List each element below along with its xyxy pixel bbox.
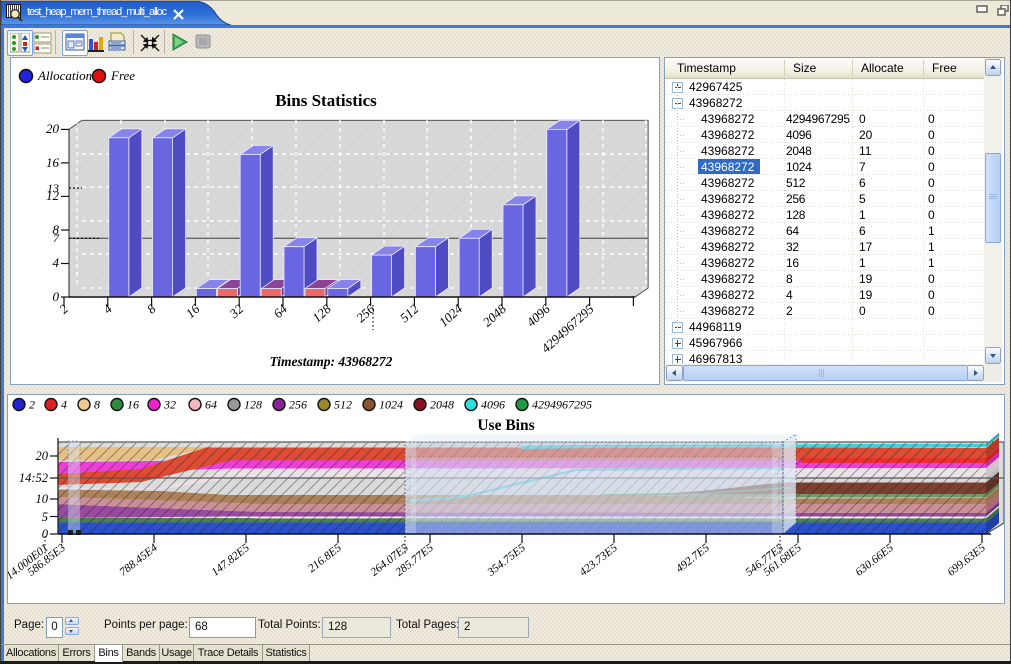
- svg-text:423.73E5: 423.73E5: [577, 542, 620, 579]
- svg-text:2048: 2048: [480, 301, 510, 330]
- svg-text:354.75E5: 354.75E5: [485, 542, 528, 580]
- svg-text:0: 0: [53, 289, 60, 304]
- svg-text:Free: Free: [110, 68, 135, 83]
- svg-text:14:52: 14:52: [19, 471, 48, 485]
- svg-text:Bins Statistics: Bins Statistics: [275, 91, 377, 110]
- svg-text:32: 32: [226, 301, 247, 322]
- svg-text:2048: 2048: [430, 398, 454, 412]
- svg-text:64: 64: [270, 301, 290, 321]
- svg-text:256: 256: [289, 398, 307, 412]
- svg-text:4096: 4096: [523, 301, 553, 330]
- svg-text:12: 12: [46, 188, 60, 203]
- svg-text:128: 128: [244, 398, 262, 412]
- svg-text:64: 64: [205, 398, 217, 412]
- svg-text:699.63E5: 699.63E5: [945, 542, 988, 579]
- svg-text:788.45E4: 788.45E4: [117, 542, 160, 579]
- svg-text:630.66E5: 630.66E5: [853, 542, 896, 579]
- svg-text:492.7E5: 492.7E5: [674, 542, 712, 575]
- svg-text:7: 7: [53, 231, 60, 245]
- svg-text:1024: 1024: [436, 301, 466, 330]
- svg-text:4294967295: 4294967295: [532, 398, 592, 412]
- svg-text:Use Bins: Use Bins: [477, 417, 534, 434]
- svg-text:512: 512: [334, 398, 352, 412]
- svg-text:128: 128: [309, 301, 334, 326]
- svg-text:Timestamp: 43968272: Timestamp: 43968272: [270, 354, 393, 369]
- svg-text:2: 2: [29, 398, 35, 412]
- svg-text:10: 10: [36, 492, 49, 506]
- svg-text:0: 0: [42, 527, 49, 541]
- svg-text:13: 13: [47, 181, 59, 195]
- svg-text:4: 4: [61, 398, 67, 412]
- svg-text:20: 20: [36, 449, 49, 463]
- svg-text:5: 5: [42, 510, 48, 524]
- svg-text:16: 16: [183, 301, 203, 321]
- svg-text:256: 256: [353, 301, 378, 326]
- svg-text:512: 512: [397, 301, 422, 326]
- svg-text:16: 16: [127, 398, 139, 412]
- svg-text:8: 8: [94, 398, 100, 412]
- svg-text:4: 4: [53, 255, 60, 270]
- svg-text:147.82E5: 147.82E5: [209, 542, 252, 579]
- svg-text:32: 32: [163, 398, 176, 412]
- svg-text:8: 8: [53, 222, 60, 237]
- svg-text:16: 16: [46, 155, 60, 170]
- svg-text:4096: 4096: [481, 398, 505, 412]
- svg-text:20: 20: [46, 121, 60, 136]
- svg-text:1024: 1024: [379, 398, 403, 412]
- svg-text:216.8E5: 216.8E5: [306, 542, 344, 575]
- svg-text:Allocation: Allocation: [37, 68, 92, 83]
